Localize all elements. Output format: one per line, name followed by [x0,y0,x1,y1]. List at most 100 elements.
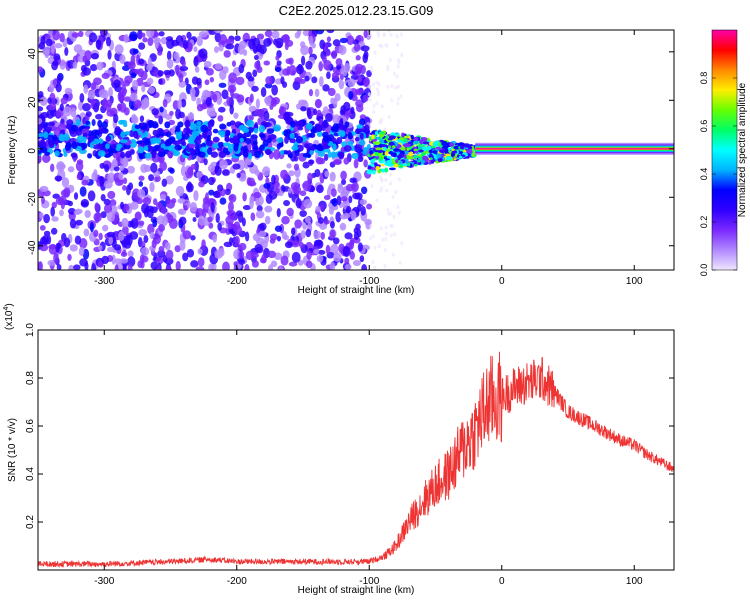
heat-cell [259,222,267,231]
heat-cell [397,84,401,89]
heat-cell [82,132,88,138]
heat-cell [134,124,141,130]
heat-cell [348,195,353,204]
heat-cell [52,134,58,142]
heat-cell [164,139,172,147]
heat-cell [398,153,405,159]
heat-cell [359,255,365,263]
heat-cell [361,264,368,270]
heat-cell [267,250,276,259]
heat-cell [142,197,152,206]
heat-cell [158,115,164,125]
heat-cell [39,212,44,219]
heat-cell [165,175,174,185]
heat-cell [129,92,138,102]
colorbar-gradient [712,30,737,270]
heat-cell [441,140,448,147]
heat-cell [142,137,149,143]
heat-cell [299,190,307,197]
heat-cell [123,34,130,44]
heat-cell [165,36,174,42]
heat-cell [385,135,389,140]
heat-cell [173,51,180,60]
heat-cell [288,64,297,76]
heat-cell [54,175,63,182]
heat-cell [197,215,206,226]
heat-cell [339,109,346,116]
heat-cell [69,218,77,229]
heat-cell [115,144,121,152]
heat-cell [289,120,296,128]
heat-cell [82,55,87,63]
heat-cell [194,143,200,150]
heat-cell [212,93,218,103]
heat-cell [222,147,229,154]
heat-cell [138,58,145,65]
heat-cell [87,90,96,100]
heat-cell [128,182,134,191]
heat-cell [430,160,435,164]
heat-cell [414,140,418,145]
heat-cell [95,39,102,50]
heat-cell [445,156,453,161]
heat-cell [52,60,59,66]
heat-cell [109,199,117,207]
heat-cell [242,204,252,211]
heat-cell [436,153,442,159]
heat-cell [383,127,387,132]
carrier-band [475,148,674,150]
heat-cell [314,124,323,133]
heat-cell [384,151,389,156]
heat-cell [50,227,58,235]
heat-cell [219,69,227,81]
spectrogram-y-label: Frequency (Hz) [7,116,18,185]
heat-cell [165,249,174,260]
heat-cell [326,187,332,198]
heat-cell [326,36,331,43]
heat-cell [48,102,57,111]
heat-cell [76,135,85,144]
heat-cell [38,41,46,50]
heat-cell [391,145,396,148]
heat-cell [388,135,396,140]
heat-cell [136,197,144,205]
heat-cell [208,263,215,270]
heat-cell [63,187,71,198]
heat-cell [198,48,208,59]
heat-cell [120,201,125,210]
heat-cell [248,115,254,121]
heat-cell [455,149,459,155]
heat-cell [285,129,291,134]
heat-cell [360,45,370,52]
heat-cell [97,261,104,268]
heat-cell [250,212,256,222]
heat-cell [362,53,368,64]
heat-cell [214,63,223,70]
heat-cell [255,98,260,109]
heat-cell [321,121,329,129]
heat-cell [151,121,159,129]
heat-cell [249,93,254,103]
heat-cell [103,198,111,206]
heat-cell [206,134,211,142]
heat-cell [306,153,312,159]
colorbar-label: Normalized spectral amplitude [737,82,748,217]
heat-cell [343,101,351,112]
heat-cell [203,60,212,68]
heat-cell [92,77,102,85]
heat-cell [392,152,397,158]
heat-cell [264,215,271,225]
heat-cell [320,231,325,240]
heat-cell [355,223,361,231]
heat-cell [325,244,331,255]
heat-cell [370,68,374,73]
heat-cell [217,115,224,122]
heat-cell [72,61,78,69]
heat-cell [138,220,145,226]
heat-cell [355,63,364,71]
heat-cell [146,208,154,219]
heat-cell [388,57,392,62]
heat-cell [137,146,145,154]
heat-cell [276,137,284,143]
heat-cell [296,30,302,37]
